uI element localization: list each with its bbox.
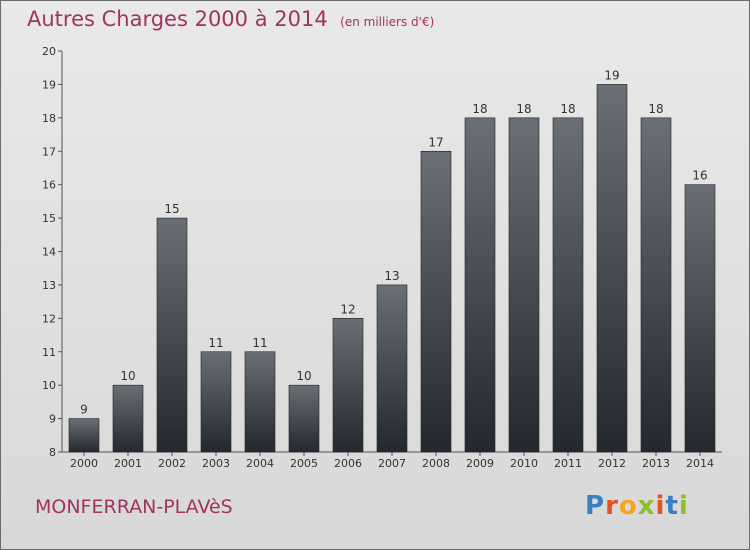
bar <box>508 117 540 453</box>
bar <box>596 84 628 453</box>
bar-value-label: 18 <box>648 102 663 116</box>
logo-letter: i <box>678 491 689 521</box>
x-tick-label: 2007 <box>378 457 406 470</box>
x-tick-label: 2011 <box>554 457 582 470</box>
bar <box>376 284 408 453</box>
y-tick-label: 16 <box>42 179 56 192</box>
x-tick-label: 2006 <box>334 457 362 470</box>
bar-value-label: 10 <box>120 369 135 383</box>
logo-letter: P <box>585 491 606 521</box>
chart-unit: (en milliers d'€) <box>340 15 435 29</box>
x-tick-label: 2000 <box>70 457 98 470</box>
y-tick-label: 13 <box>42 279 56 292</box>
bar-value-label: 9 <box>80 403 88 417</box>
bar <box>112 384 144 453</box>
logo-letter: x <box>637 491 656 521</box>
bar-value-label: 18 <box>516 102 531 116</box>
proxiti-logo: Proxiti <box>585 491 689 521</box>
x-tick-label: 2002 <box>158 457 186 470</box>
y-tick-label: 17 <box>42 145 56 158</box>
bars: 9 10 15 11 11 10 12 13 17 18 18 18 19 18 16 <box>68 68 716 453</box>
x-tick-label: 2010 <box>510 457 538 470</box>
y-tick-label: 14 <box>42 246 56 259</box>
bar <box>420 150 452 453</box>
x-tick-label: 2013 <box>642 457 670 470</box>
bar-value-label: 16 <box>692 169 707 183</box>
bar-value-label: 15 <box>164 202 179 216</box>
x-tick-label: 2014 <box>686 457 714 470</box>
y-tick-label: 8 <box>49 446 56 459</box>
bar <box>640 117 672 453</box>
bar <box>332 318 364 453</box>
y-tick-label: 12 <box>42 312 56 325</box>
y-tick-label: 20 <box>42 45 56 58</box>
chart-title: Autres Charges 2000 à 2014 <box>27 7 328 31</box>
y-tick-label: 10 <box>42 379 56 392</box>
y-tick-label: 9 <box>49 413 56 426</box>
bar-value-label: 11 <box>252 336 267 350</box>
bar <box>464 117 496 453</box>
bar <box>288 384 320 453</box>
logo-letter: i <box>655 491 666 521</box>
x-tick-label: 2012 <box>598 457 626 470</box>
x-tick-label: 2004 <box>246 457 274 470</box>
axes: 8 9 10 11 12 13 14 15 16 17 18 19 20 2000 2001 2002 2003… <box>42 45 722 470</box>
y-tick-label: 19 <box>42 78 56 91</box>
bar <box>244 351 276 453</box>
bar-value-label: 12 <box>340 302 355 316</box>
y-tick-label: 18 <box>42 112 56 125</box>
logo-letter: o <box>618 491 638 521</box>
bar-value-label: 10 <box>296 369 311 383</box>
bar <box>552 117 584 453</box>
bar-value-label: 11 <box>208 336 223 350</box>
bar <box>684 184 716 453</box>
x-tick-label: 2008 <box>422 457 450 470</box>
bar-value-label: 13 <box>384 269 399 283</box>
x-tick-label: 2003 <box>202 457 230 470</box>
logo-letter: r <box>605 491 619 521</box>
commune-name: MONFERRAN-PLAVèS <box>35 496 233 518</box>
y-tick-label: 15 <box>42 212 56 225</box>
bar-value-label: 17 <box>428 135 443 149</box>
x-tick-label: 2001 <box>114 457 142 470</box>
x-tick-label: 2005 <box>290 457 318 470</box>
bar-value-label: 18 <box>560 102 575 116</box>
x-tick-label: 2009 <box>466 457 494 470</box>
bar <box>200 351 232 453</box>
title-row: Autres Charges 2000 à 2014 (en milliers … <box>27 7 434 31</box>
bar-value-label: 19 <box>604 68 619 82</box>
logo-letter: t <box>665 491 679 521</box>
y-tick-label: 11 <box>42 346 56 359</box>
bar-value-label: 18 <box>472 102 487 116</box>
bar <box>156 217 188 453</box>
bar <box>68 418 100 453</box>
